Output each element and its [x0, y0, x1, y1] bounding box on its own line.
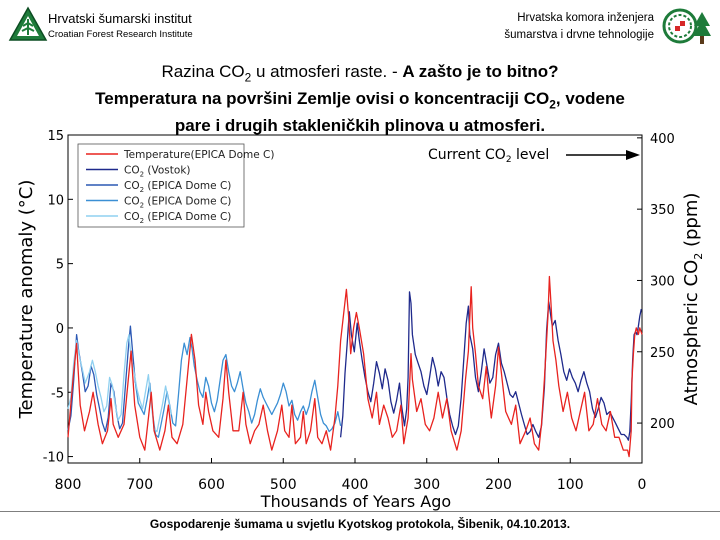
x-tick-label: 300 [413, 477, 440, 493]
x-tick-label: 200 [485, 477, 512, 493]
y-axis-right-label: Atmospheric CO2 (ppm) [681, 193, 705, 406]
series-layer [67, 275, 643, 458]
y-left-tick-label: 0 [56, 322, 64, 337]
legend-entry-label: CO2 (Vostok) [124, 165, 191, 179]
title-line1-sub: 2 [244, 70, 252, 85]
header-left: Hrvatski šumarski institut Croatian Fore… [8, 6, 268, 44]
annot-text-post: level [512, 147, 550, 163]
current-co2-label: Current CO2 level [428, 147, 549, 165]
header-right: Hrvatska komora inženjera šumarstva i dr… [474, 6, 714, 46]
y-right-tick-label: 300 [650, 274, 675, 289]
x-tick-label: 400 [342, 477, 369, 493]
legend-post: (EPICA Dome C) [144, 211, 231, 223]
co2-temperature-chart: 800 700 600 500 400 300 200 100 0 15 10 5 0 -5 -10 400 3… [16, 130, 705, 511]
current-co2-arrowhead [626, 149, 640, 160]
legend-pre: CO [124, 165, 140, 177]
slide-title-line1: Razina CO2 u atmosferi raste. - A zašto … [0, 62, 720, 84]
slide-title-line2: Temperatura na površini Zemlje ovisi o k… [0, 88, 720, 136]
y-left-tick-label: 10 [47, 193, 64, 208]
legend-pre: CO [124, 211, 140, 223]
annotation-group: Current CO2 level [428, 147, 640, 165]
x-tick-label: 500 [270, 477, 297, 493]
title-line1-pre: Razina CO [161, 62, 245, 81]
y-right-pre: Atmospheric CO [681, 260, 702, 406]
legend-pre: CO [124, 196, 140, 208]
x-tick-label: 100 [557, 477, 584, 493]
series-line-1 [67, 275, 643, 458]
y-right-sub: 2 [692, 253, 705, 260]
legend-entry-label: CO2 (EPICA Dome C) [124, 196, 231, 210]
tick-layer: 800 700 600 500 400 300 200 100 0 15 10 5 0 -5 -10 400 3… [43, 130, 675, 493]
annot-text-sub: 2 [506, 155, 512, 165]
left-org-name: Hrvatski šumarski institut [48, 11, 192, 26]
legend-post: (EPICA Dome C) [144, 180, 231, 192]
title-line2-sub: 2 [549, 97, 556, 112]
legend-sub: 2 [140, 217, 144, 225]
y-right-tick-label: 400 [650, 132, 675, 147]
y-right-post: (ppm) [681, 193, 702, 253]
y-left-tick-label: 5 [56, 258, 64, 273]
y-right-tick-label: 350 [650, 203, 675, 218]
y-left-tick-label: 15 [47, 130, 64, 144]
legend-entry-label: Temperature(EPICA Dome C) [123, 149, 275, 161]
left-org-subtitle: Croatian Forest Research Institute [48, 29, 193, 40]
legend-sub: 2 [140, 171, 144, 179]
y-left-tick-label: -10 [43, 451, 64, 466]
x-axis-label: Thousands of Years Ago [260, 492, 451, 511]
x-tick-label: 700 [126, 477, 153, 493]
title-line1-bold: A zašto je to bitno? [402, 62, 559, 81]
y-right-tick-label: 200 [650, 417, 675, 432]
legend-post: (Vostok) [144, 165, 190, 177]
title-line1-mid: u atmosferi raste. - [251, 62, 403, 81]
legend-sub: 2 [140, 202, 144, 210]
x-tick-label: 800 [55, 477, 82, 493]
legend: Temperature(EPICA Dome C)CO2 (Vostok)CO2… [77, 143, 275, 228]
x-tick-label: 600 [198, 477, 225, 493]
footer-text: Gospodarenje šumama u svjetlu Kyotskog p… [149, 517, 571, 531]
series-line-2 [339, 291, 642, 441]
x-tick-label: 0 [638, 477, 647, 493]
legend-post: (EPICA Dome C) [144, 196, 231, 208]
legend-entry-label: CO2 (EPICA Dome C) [124, 211, 231, 225]
y-right-tick-label: 250 [650, 346, 675, 361]
legend-pre: Temperature(EPICA Dome C) [123, 149, 275, 161]
legend-entry-label: CO2 (EPICA Dome C) [124, 180, 231, 194]
title-line2-post: , vodene [555, 89, 625, 108]
annot-text-pre: Current CO [428, 147, 506, 163]
footer-divider [0, 511, 720, 512]
y-left-tick-label: -5 [51, 386, 64, 401]
y-axis-left-label: Temperature anomaly (°C) [16, 180, 37, 420]
legend-entries: Temperature(EPICA Dome C)CO2 (Vostok)CO2… [86, 149, 275, 225]
hkisdt-logo [662, 8, 711, 44]
legend-pre: CO [124, 180, 140, 192]
legend-sub: 2 [140, 186, 144, 194]
hsi-logo [8, 6, 48, 41]
right-org-line1: Hrvatska komora inženjera [517, 12, 654, 24]
title-line2-pre: Temperatura na površini Zemlje ovisi o k… [95, 89, 550, 108]
title-line3: pare i drugih stakleničkih plinova u atm… [174, 116, 546, 136]
right-org-line2: šumarstva i drvne tehnologije [504, 29, 654, 41]
